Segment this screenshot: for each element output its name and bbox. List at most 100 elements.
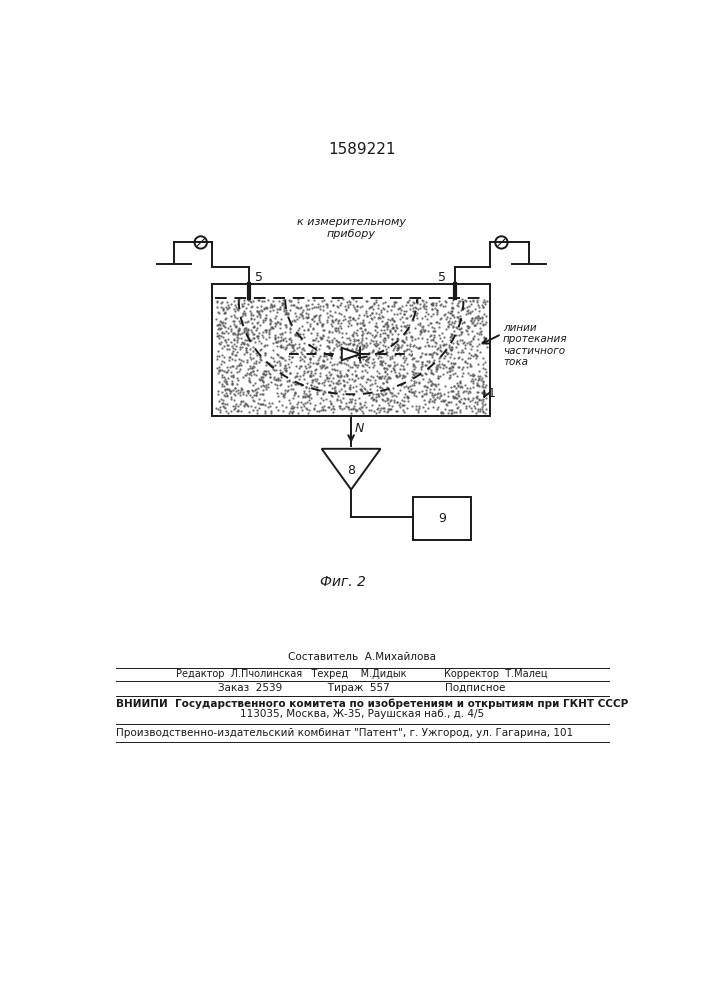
- Point: [234, 387, 245, 403]
- Point: [399, 368, 411, 384]
- Point: [325, 396, 337, 412]
- Point: [440, 341, 452, 357]
- Point: [241, 324, 252, 340]
- Point: [219, 382, 230, 398]
- Point: [364, 372, 375, 388]
- Point: [472, 294, 483, 310]
- Point: [344, 391, 355, 407]
- Point: [317, 298, 329, 314]
- Point: [438, 393, 450, 409]
- Point: [306, 374, 317, 390]
- Point: [479, 367, 491, 383]
- Point: [428, 306, 439, 322]
- Point: [307, 372, 318, 388]
- Text: ВНИИПИ  Государственного комитета по изобретениям и открытиям при ГКНТ СССР: ВНИИПИ Государственного комитета по изоб…: [115, 698, 628, 709]
- Point: [471, 389, 482, 405]
- Point: [277, 339, 288, 355]
- Point: [386, 348, 397, 364]
- Point: [416, 354, 428, 370]
- Point: [216, 395, 228, 411]
- Point: [356, 323, 368, 339]
- Point: [280, 317, 291, 333]
- Point: [307, 336, 318, 352]
- Point: [373, 348, 385, 364]
- Point: [217, 324, 228, 340]
- Point: [461, 293, 472, 309]
- Point: [392, 385, 404, 401]
- Point: [362, 357, 373, 373]
- Point: [464, 305, 476, 321]
- Point: [216, 328, 227, 344]
- Point: [437, 392, 448, 408]
- Point: [220, 400, 231, 416]
- Point: [411, 305, 423, 321]
- Point: [450, 404, 462, 420]
- Point: [211, 325, 223, 341]
- Point: [332, 320, 344, 336]
- Point: [362, 324, 373, 340]
- Point: [235, 336, 246, 352]
- Point: [453, 327, 464, 343]
- Point: [312, 384, 323, 400]
- Point: [260, 307, 271, 323]
- Point: [476, 392, 487, 408]
- Point: [306, 296, 317, 312]
- Point: [213, 365, 224, 381]
- Point: [401, 310, 412, 326]
- Point: [257, 303, 268, 319]
- Point: [222, 300, 233, 316]
- Point: [316, 293, 327, 309]
- Point: [314, 310, 325, 326]
- Point: [245, 358, 256, 374]
- Point: [252, 380, 264, 396]
- Point: [353, 332, 364, 348]
- Point: [361, 308, 373, 324]
- Point: [241, 383, 252, 399]
- Point: [471, 384, 482, 400]
- Point: [218, 395, 229, 411]
- Point: [311, 325, 322, 341]
- Point: [310, 299, 322, 315]
- Point: [238, 384, 249, 400]
- Point: [271, 304, 283, 320]
- Point: [471, 377, 482, 393]
- Point: [315, 358, 326, 374]
- Point: [320, 360, 331, 376]
- Point: [456, 300, 467, 316]
- Point: [392, 301, 404, 317]
- Point: [284, 293, 296, 309]
- Point: [300, 360, 312, 376]
- Point: [321, 305, 332, 321]
- Text: 5: 5: [255, 271, 263, 284]
- Point: [341, 294, 353, 310]
- Point: [469, 394, 481, 410]
- Point: [358, 317, 370, 333]
- Point: [230, 352, 241, 368]
- Point: [297, 351, 308, 367]
- Point: [442, 309, 453, 325]
- Point: [317, 322, 329, 338]
- Point: [430, 335, 441, 351]
- Point: [417, 399, 428, 415]
- Point: [230, 319, 242, 335]
- Point: [368, 357, 380, 373]
- Point: [426, 349, 438, 365]
- Point: [258, 363, 269, 379]
- Point: [239, 295, 250, 311]
- Point: [249, 359, 260, 375]
- Point: [324, 323, 335, 339]
- Point: [214, 362, 226, 378]
- Point: [222, 364, 233, 380]
- Point: [221, 396, 232, 412]
- Point: [330, 320, 341, 336]
- Point: [332, 391, 343, 407]
- Point: [216, 367, 228, 383]
- Point: [421, 353, 433, 369]
- Point: [259, 301, 270, 317]
- Point: [415, 359, 426, 375]
- Point: [327, 314, 339, 330]
- Point: [321, 338, 332, 354]
- Point: [230, 338, 242, 354]
- Point: [347, 336, 358, 352]
- Point: [374, 379, 385, 395]
